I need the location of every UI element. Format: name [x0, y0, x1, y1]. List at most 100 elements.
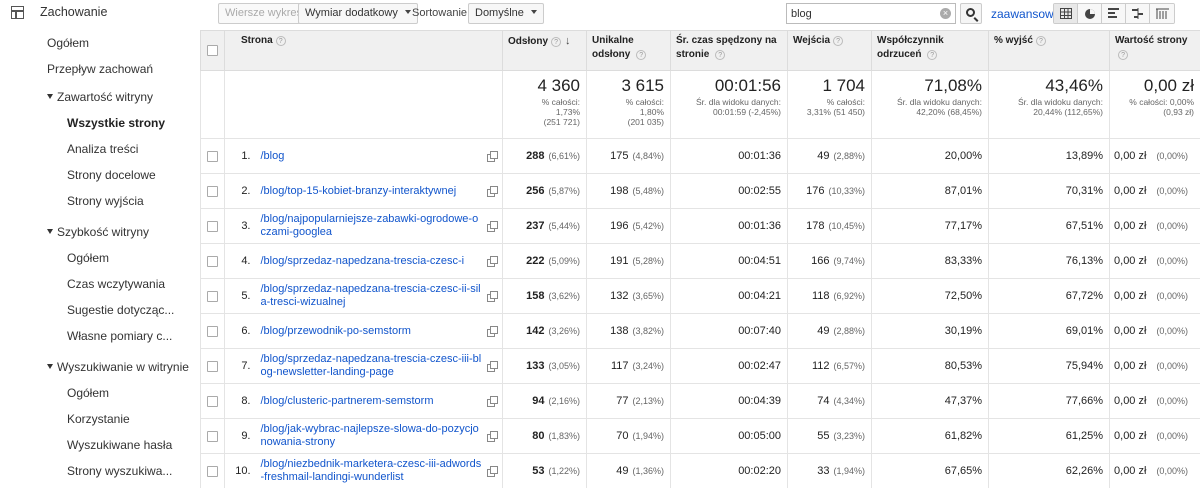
sidebar-item-0[interactable]: Ogółem	[0, 36, 200, 56]
open-external-icon[interactable]	[487, 431, 499, 442]
row-select-cell	[200, 453, 225, 488]
sidebar-item-9[interactable]: Czas wczytywania	[0, 277, 200, 297]
row-checkbox[interactable]	[207, 220, 218, 232]
open-external-icon[interactable]	[487, 291, 499, 302]
page-link[interactable]: /blog/sprzedaz-napedzana-trescia-czesc-i	[260, 254, 465, 267]
sidebar-group-7[interactable]: Szybkość witryny	[0, 225, 200, 245]
row-checkbox[interactable]	[207, 465, 218, 477]
sidebar-item-11[interactable]: Własne pomiary c...	[0, 329, 200, 349]
header-bounce-rate[interactable]: Współczynnik odrzuceń ?	[871, 30, 990, 71]
sidebar-item-6[interactable]: Strony wyjścia	[0, 194, 200, 214]
value-cell: 0,00 zł (0,00%)	[1109, 453, 1200, 488]
help-icon[interactable]: ?	[833, 36, 844, 46]
page-link[interactable]: /blog/przewodnik-po-semstorm	[260, 324, 411, 337]
row-checkbox[interactable]	[207, 360, 218, 372]
page-cell: /blog/przewodnik-po-semstorm	[256, 313, 504, 349]
header-page-value[interactable]: Wartość strony ?	[1109, 30, 1200, 71]
header-exit-rate[interactable]: % wyjść?	[988, 30, 1111, 71]
help-icon[interactable]: ?	[715, 50, 726, 60]
table-row: 8./blog/clusteric-partnerem-semstorm 94 (2…	[200, 383, 1200, 419]
help-icon[interactable]: ?	[551, 37, 562, 47]
open-external-icon[interactable]	[487, 256, 499, 267]
header-entrances[interactable]: Wejścia?	[787, 30, 873, 71]
sidebar-item-3[interactable]: Wszystkie strony	[0, 116, 200, 136]
help-icon[interactable]: ?	[927, 50, 938, 60]
unique-pct: (3,24%)	[632, 361, 665, 371]
help-icon[interactable]: ?	[636, 50, 647, 60]
page-link[interactable]: /blog/jak-wybrac-najlepsze-slowa-do-pozy…	[260, 423, 479, 448]
value-value: 0,00 zł	[1114, 325, 1147, 337]
totals-avg-time: 00:01:56 Śr. dla widoku danych: 00:01:59 …	[670, 70, 789, 139]
clear-search-icon[interactable]: ×	[940, 8, 951, 19]
bounce-cell: 47,37%	[871, 383, 990, 419]
help-icon[interactable]: ?	[275, 36, 286, 46]
table-search-input[interactable]	[787, 4, 927, 23]
open-external-icon[interactable]	[487, 151, 499, 162]
pageviews-value: 237	[526, 220, 545, 232]
row-checkbox[interactable]	[207, 150, 218, 162]
sidebar-item-15[interactable]: Wyszukiwane hasła	[0, 438, 200, 458]
table-view-button[interactable]	[1054, 4, 1078, 23]
pageviews-cell: 222 (5,09%)	[502, 243, 588, 279]
exit-cell: 62,26%	[988, 453, 1111, 488]
open-external-icon[interactable]	[487, 396, 499, 407]
page-link[interactable]: /blog/clusteric-partnerem-semstorm	[260, 394, 434, 407]
header-avg-time[interactable]: Śr. czas spędzony na stronie ?	[670, 30, 789, 71]
page-link[interactable]: /blog/top-15-kobiet-branzy-interaktywnej	[260, 184, 457, 197]
header-pageviews[interactable]: Odsłony? ↓	[502, 30, 588, 71]
row-checkbox[interactable]	[207, 325, 218, 337]
sidebar-item-8[interactable]: Ogółem	[0, 251, 200, 271]
sort-dropdown[interactable]: Domyślne	[468, 3, 544, 24]
page-link[interactable]: /blog/najpopularniejsze-zabawki-ogrodowe…	[260, 213, 479, 238]
open-external-icon[interactable]	[487, 326, 499, 337]
totals-bounce: 71,08% Śr. dla widoku danych: 42,20% (68,…	[871, 70, 990, 139]
value-value: 0,00 zł	[1114, 220, 1147, 232]
pivot-view-button[interactable]	[1150, 4, 1174, 23]
sidebar-item-16[interactable]: Strony wyszukiwa...	[0, 464, 200, 484]
sidebar-item-14[interactable]: Korzystanie	[0, 412, 200, 432]
table-row: 5./blog/sprzedaz-napedzana-trescia-czesc…	[200, 278, 1200, 314]
page-link[interactable]: /blog/niezbednik-marketera-czesc-iii-adw…	[260, 458, 482, 483]
help-icon[interactable]: ?	[1035, 36, 1046, 46]
row-checkbox[interactable]	[207, 185, 218, 197]
sidebar-item-4[interactable]: Analiza treści	[0, 142, 200, 162]
row-checkbox[interactable]	[207, 430, 218, 442]
sidebar-group-12[interactable]: Wyszukiwanie w witrynie	[0, 360, 200, 380]
open-external-icon[interactable]	[487, 221, 499, 232]
secondary-dimension-dropdown[interactable]: Wymiar dodatkowy	[298, 3, 418, 24]
open-external-icon[interactable]	[487, 466, 499, 477]
header-unique-pageviews[interactable]: Unikalne odsłony ?	[586, 30, 672, 71]
row-checkbox[interactable]	[207, 255, 218, 267]
row-checkbox[interactable]	[207, 290, 218, 302]
pageviews-value: 133	[526, 360, 545, 372]
entrances-cell: 49 (2,88%)	[787, 138, 873, 174]
select-all-checkbox[interactable]	[207, 45, 218, 56]
plot-rows-button[interactable]: Wiersze wykresu	[218, 3, 316, 24]
performance-view-button[interactable]	[1102, 4, 1126, 23]
page-link[interactable]: /blog/sprzedaz-napedzana-trescia-czesc-i…	[260, 353, 482, 378]
page-link[interactable]: /blog	[260, 149, 285, 162]
row-checkbox[interactable]	[207, 395, 218, 407]
row-select-cell	[200, 383, 225, 419]
pie-chart-icon	[1084, 8, 1095, 19]
sidebar-item-13[interactable]: Ogółem	[0, 386, 200, 406]
row-index: 2.	[224, 173, 257, 209]
sidebar-item-5[interactable]: Strony docelowe	[0, 168, 200, 188]
open-external-icon[interactable]	[487, 186, 499, 197]
bounce-cell: 83,33%	[871, 243, 990, 279]
sidebar-section-behavior[interactable]: Zachowanie	[0, 0, 200, 26]
sidebar-item-10[interactable]: Sugestie dotycząc...	[0, 303, 200, 323]
sidebar-group-2[interactable]: Zawartość witryny	[0, 90, 200, 110]
help-icon[interactable]: ?	[1118, 50, 1129, 60]
page-link[interactable]: /blog/sprzedaz-napedzana-trescia-czesc-i…	[260, 283, 481, 308]
entrances-cell: 74 (4,34%)	[787, 383, 873, 419]
pie-view-button[interactable]	[1078, 4, 1102, 23]
value-cell: 0,00 zł (0,00%)	[1109, 313, 1200, 349]
open-external-icon[interactable]	[487, 361, 499, 372]
sort-label: Sortowanie:	[412, 7, 471, 19]
comparison-view-button[interactable]	[1126, 4, 1150, 23]
sidebar-item-1[interactable]: Przepływ zachowań	[0, 62, 200, 82]
search-button[interactable]	[960, 3, 982, 24]
unique-cell: 117 (3,24%)	[586, 348, 672, 384]
header-page[interactable]: Strona?	[223, 30, 504, 71]
